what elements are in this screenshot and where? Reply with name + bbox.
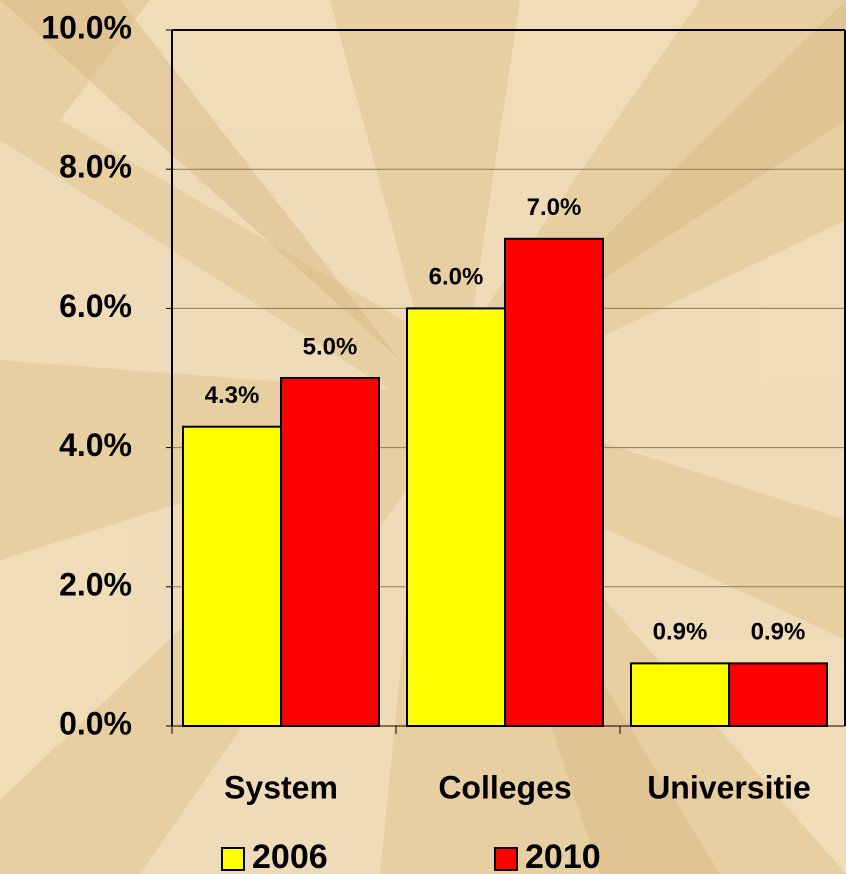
bar bbox=[182, 425, 282, 727]
x-tick-label: Colleges bbox=[438, 769, 571, 805]
bar bbox=[406, 307, 506, 727]
value-label: 0.9% bbox=[751, 619, 806, 646]
x-tick-label: Universitie bbox=[647, 769, 811, 805]
bar bbox=[280, 377, 380, 727]
x-tick-label: System bbox=[224, 769, 338, 805]
legend-label: 2006 bbox=[252, 838, 328, 874]
y-tick-label: 4.0% bbox=[59, 427, 132, 463]
bar bbox=[630, 662, 730, 727]
value-label: 7.0% bbox=[527, 194, 582, 221]
legend-swatch bbox=[494, 847, 518, 871]
y-tick-label: 8.0% bbox=[59, 149, 132, 185]
y-tick-label: 6.0% bbox=[59, 288, 132, 324]
value-label: 5.0% bbox=[303, 333, 358, 360]
value-label: 6.0% bbox=[429, 264, 484, 291]
legend-swatch bbox=[221, 847, 245, 871]
bar bbox=[728, 662, 828, 727]
bar bbox=[504, 237, 604, 728]
value-label: 4.3% bbox=[205, 382, 260, 409]
legend-label: 2010 bbox=[525, 838, 601, 874]
y-tick-label: 10.0% bbox=[41, 9, 132, 45]
y-tick-label: 2.0% bbox=[59, 566, 132, 602]
value-label: 0.9% bbox=[653, 619, 708, 646]
y-tick-label: 0.0% bbox=[59, 705, 132, 741]
